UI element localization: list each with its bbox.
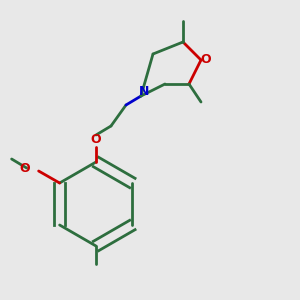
Text: O: O [91, 133, 101, 146]
Text: N: N [139, 85, 149, 98]
Text: O: O [200, 53, 211, 67]
Text: O: O [20, 161, 30, 175]
